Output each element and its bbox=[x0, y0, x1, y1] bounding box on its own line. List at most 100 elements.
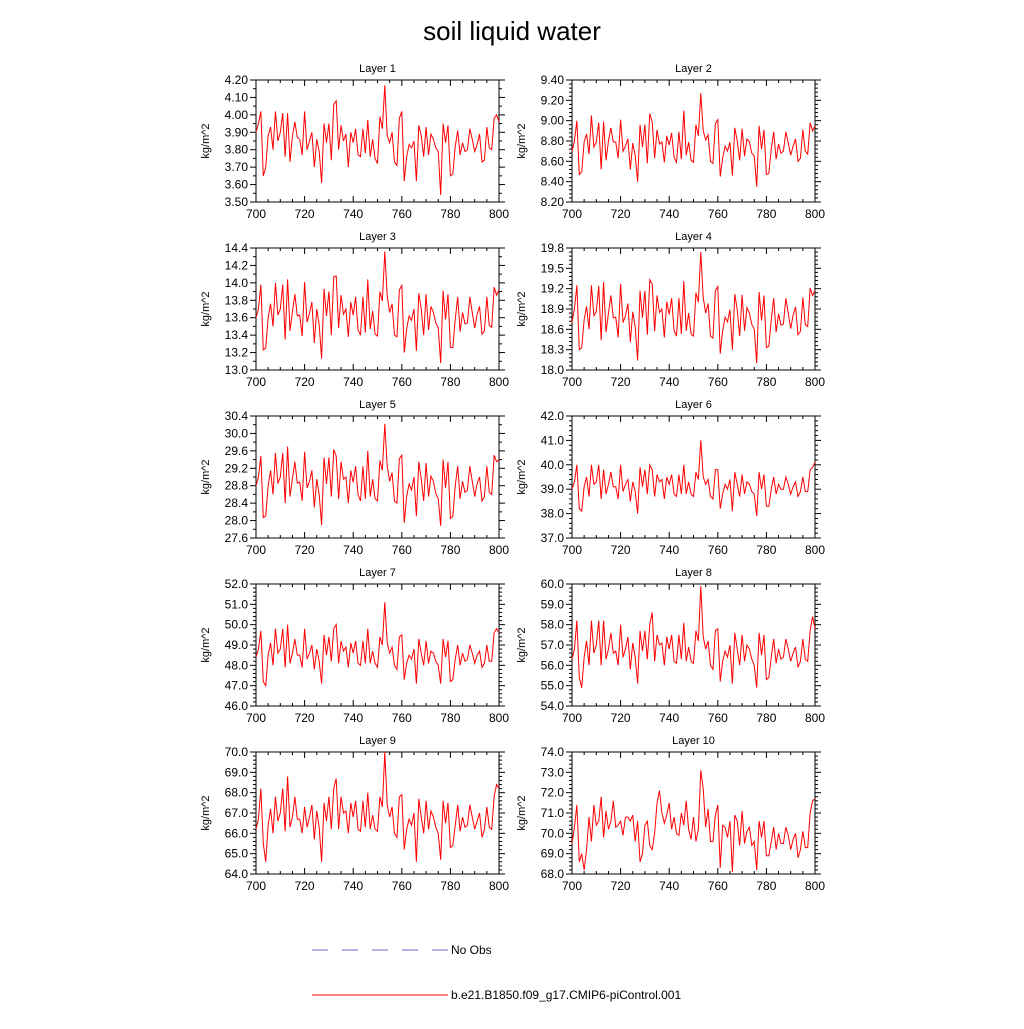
y-tick-label: 28.8 bbox=[225, 479, 249, 493]
series-line bbox=[255, 751, 500, 862]
x-tick-label: 720 bbox=[295, 543, 315, 557]
y-tick-label: 41.0 bbox=[541, 433, 565, 447]
x-tick-label: 760 bbox=[392, 879, 412, 893]
panel-title: Layer 5 bbox=[359, 399, 396, 411]
y-tick-label: 73.0 bbox=[541, 765, 565, 779]
y-tick-label: 66.0 bbox=[225, 826, 249, 840]
x-tick-label: 760 bbox=[392, 711, 412, 725]
y-axis-label: kg/m^2 bbox=[200, 459, 212, 494]
x-tick-label: 720 bbox=[611, 543, 631, 557]
x-tick-label: 800 bbox=[805, 207, 825, 221]
panel-layer-7: Layer 7 kg/m^2 700 720 740 760 780 800 46.0 47.0 4… bbox=[200, 567, 509, 725]
y-axis-label: kg/m^2 bbox=[200, 291, 212, 326]
x-tick-label: 700 bbox=[562, 207, 582, 221]
panel-title: Layer 7 bbox=[359, 567, 396, 579]
y-tick-label: 13.0 bbox=[225, 363, 249, 377]
legend: No Obs b.e21.B1850.f09_g17.CMIP6-piContro… bbox=[312, 943, 681, 1002]
y-tick-label: 8.20 bbox=[541, 195, 565, 209]
series-line bbox=[571, 586, 816, 688]
series-line bbox=[255, 602, 500, 688]
y-tick-label: 60.0 bbox=[541, 577, 565, 591]
x-tick-label: 780 bbox=[440, 543, 460, 557]
y-tick-label: 29.6 bbox=[225, 444, 249, 458]
panel-layer-1: Layer 1 kg/m^2 700 720 740 760 780 800 3.50 3.60 3… bbox=[200, 63, 509, 221]
x-tick-label: 760 bbox=[708, 711, 728, 725]
y-tick-label: 3.80 bbox=[225, 143, 249, 157]
y-tick-label: 3.90 bbox=[225, 125, 249, 139]
y-tick-label: 4.20 bbox=[225, 73, 249, 87]
y-tick-label: 59.0 bbox=[541, 597, 565, 611]
series-line bbox=[571, 440, 816, 517]
y-tick-label: 58.0 bbox=[541, 618, 565, 632]
y-tick-label: 13.8 bbox=[225, 293, 249, 307]
y-axis-label: kg/m^2 bbox=[200, 627, 212, 662]
y-tick-label: 67.0 bbox=[225, 806, 249, 820]
x-tick-label: 780 bbox=[756, 879, 776, 893]
series-line bbox=[571, 252, 816, 364]
y-tick-label: 18.9 bbox=[541, 302, 565, 316]
y-tick-label: 42.0 bbox=[541, 409, 565, 423]
x-tick-label: 700 bbox=[562, 879, 582, 893]
y-axis-label: kg/m^2 bbox=[200, 795, 212, 830]
y-tick-label: 8.40 bbox=[541, 175, 565, 189]
legend-label: No Obs bbox=[451, 943, 492, 957]
y-tick-label: 8.60 bbox=[541, 154, 565, 168]
legend-label: b.e21.B1850.f09_g17.CMIP6-piControl.001 bbox=[451, 988, 681, 1002]
x-tick-label: 700 bbox=[246, 543, 266, 557]
panel-title: Layer 9 bbox=[359, 735, 396, 747]
y-tick-label: 3.50 bbox=[225, 195, 249, 209]
panel-layer-4: Layer 4 kg/m^2 700 720 740 760 780 800 18.0 18.3 1… bbox=[516, 231, 825, 389]
x-tick-label: 800 bbox=[489, 543, 509, 557]
plot-frame bbox=[571, 583, 816, 707]
x-tick-label: 740 bbox=[659, 543, 679, 557]
y-tick-label: 47.0 bbox=[225, 679, 249, 693]
y-tick-label: 9.20 bbox=[541, 93, 565, 107]
y-tick-label: 56.0 bbox=[541, 658, 565, 672]
y-tick-label: 4.00 bbox=[225, 108, 249, 122]
series-line bbox=[255, 423, 500, 526]
y-tick-label: 72.0 bbox=[541, 786, 565, 800]
y-tick-label: 51.0 bbox=[225, 597, 249, 611]
panel-layer-9: Layer 9 kg/m^2 700 720 740 760 780 800 64.0 65.0 6… bbox=[200, 735, 509, 893]
x-tick-label: 760 bbox=[708, 879, 728, 893]
x-tick-label: 720 bbox=[295, 207, 315, 221]
y-tick-label: 4.10 bbox=[225, 90, 249, 104]
x-tick-label: 740 bbox=[343, 543, 363, 557]
x-tick-label: 800 bbox=[489, 207, 509, 221]
x-tick-label: 800 bbox=[805, 543, 825, 557]
x-tick-label: 800 bbox=[805, 711, 825, 725]
x-tick-label: 780 bbox=[440, 375, 460, 389]
y-axis-label: kg/m^2 bbox=[200, 123, 212, 158]
y-tick-label: 70.0 bbox=[225, 745, 249, 759]
y-tick-label: 3.70 bbox=[225, 160, 249, 174]
y-tick-label: 50.0 bbox=[225, 618, 249, 632]
y-tick-label: 30.0 bbox=[225, 426, 249, 440]
y-tick-label: 64.0 bbox=[225, 867, 249, 881]
y-axis-label: kg/m^2 bbox=[516, 459, 528, 494]
x-tick-label: 740 bbox=[343, 375, 363, 389]
y-tick-label: 9.00 bbox=[541, 114, 565, 128]
x-tick-label: 780 bbox=[440, 879, 460, 893]
x-tick-label: 800 bbox=[489, 711, 509, 725]
y-tick-label: 70.0 bbox=[541, 826, 565, 840]
y-tick-label: 19.2 bbox=[541, 282, 565, 296]
x-tick-label: 720 bbox=[295, 879, 315, 893]
panel-layer-10: Layer 10 kg/m^2 700 720 740 760 780 800 68.0 69.0… bbox=[516, 735, 825, 893]
x-tick-label: 740 bbox=[659, 375, 679, 389]
x-tick-label: 700 bbox=[246, 879, 266, 893]
y-tick-label: 71.0 bbox=[541, 806, 565, 820]
x-tick-label: 760 bbox=[708, 207, 728, 221]
panel-layer-6: Layer 6 kg/m^2 700 720 740 760 780 800 37.0 38.0 3… bbox=[516, 399, 825, 557]
y-tick-label: 54.0 bbox=[541, 699, 565, 713]
x-tick-label: 740 bbox=[659, 207, 679, 221]
series-line bbox=[571, 770, 816, 872]
y-tick-label: 14.4 bbox=[225, 241, 249, 255]
x-tick-label: 700 bbox=[246, 207, 266, 221]
x-tick-label: 780 bbox=[756, 543, 776, 557]
panel-title: Layer 4 bbox=[675, 231, 712, 243]
x-tick-label: 780 bbox=[756, 375, 776, 389]
y-tick-label: 48.0 bbox=[225, 658, 249, 672]
x-tick-label: 780 bbox=[756, 207, 776, 221]
x-tick-label: 700 bbox=[562, 543, 582, 557]
